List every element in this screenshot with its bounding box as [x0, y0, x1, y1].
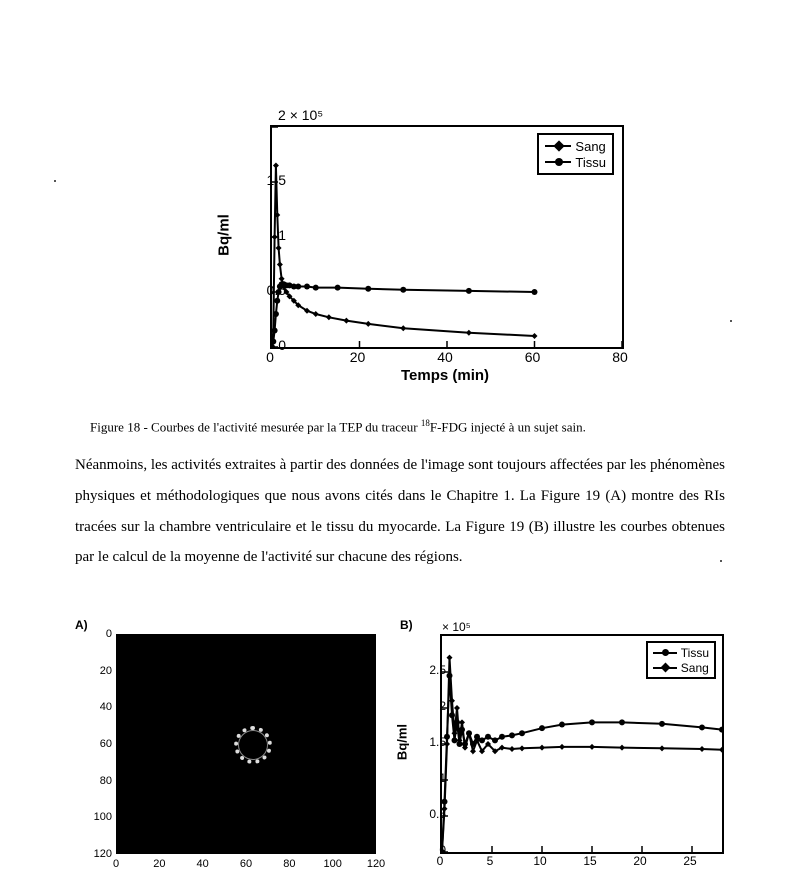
panel-a-label: A): [75, 618, 88, 632]
panelA-xtick: 100: [323, 858, 341, 870]
chart1-ylabel: Bq/ml: [216, 214, 233, 256]
caption1-prefix: Figure 18 - Courbes de l'activité mesuré…: [90, 419, 421, 434]
panelA-xtick: 20: [153, 858, 165, 870]
chart2-ytick: 2.5: [429, 663, 446, 677]
chart1-xtick: 0: [266, 349, 274, 365]
legend-marker-dot: [545, 161, 571, 163]
panel-a-image: [116, 634, 376, 854]
caption1-suffix: F-FDG injecté à un sujet sain.: [430, 419, 586, 434]
chart1-xtick: 80: [612, 349, 628, 365]
chart2-ylabel: Bq/ml: [395, 724, 410, 760]
panelA-ytick: 0: [106, 628, 112, 640]
chart1-legend: Sang Tissu: [537, 133, 614, 175]
chart2-plot-area: Tissu Sang: [440, 634, 724, 854]
chart2-xtick: 20: [633, 854, 646, 868]
chart2-ytick: 0.5: [429, 807, 446, 821]
chart1-xtick: 20: [350, 349, 366, 365]
legend-row-tissu: Tissu: [545, 154, 606, 170]
panelA-xtick: 80: [283, 858, 295, 870]
panelA-ytick: 60: [100, 738, 112, 750]
panelA-ytick: 120: [94, 848, 112, 860]
legend-label-sang-b: Sang: [681, 661, 709, 675]
panelA-ytick: 40: [100, 701, 112, 713]
speck: [730, 320, 732, 322]
panelA-xtick: 120: [367, 858, 385, 870]
myocardium-roi-ring: [234, 726, 272, 764]
legend-label-tissu: Tissu: [575, 155, 606, 170]
chart1-plot-area: Sang Tissu: [270, 125, 624, 349]
figure-18-caption: Figure 18 - Courbes de l'activité mesuré…: [90, 418, 710, 435]
legend-row-sang-b: Sang: [653, 660, 709, 675]
chart2-xtick: 0: [437, 854, 444, 868]
chart1-xlabel: Temps (min): [270, 367, 620, 384]
legend-label-tissu-b: Tissu: [681, 646, 709, 660]
panelA-xtick: 0: [113, 858, 119, 870]
panelA-xtick: 40: [197, 858, 209, 870]
chart1-xtick: 40: [437, 349, 453, 365]
panelA-ytick: 100: [94, 811, 112, 823]
chart1-ytick: 0.5: [267, 282, 286, 298]
legend-marker-diamond: [545, 145, 571, 147]
legend-row-sang: Sang: [545, 138, 606, 154]
legend-label-sang: Sang: [575, 139, 605, 154]
chart1-multiplier-text: × 10⁵: [290, 107, 323, 123]
chart1-multiplier: 2 × 10⁵: [278, 107, 323, 123]
legend-row-tissu-b: Tissu: [653, 645, 709, 660]
speck: [54, 180, 56, 182]
chart1-xtick: 60: [525, 349, 541, 365]
chart2-ytick: 2: [439, 699, 446, 713]
figure-18-chart: 2 × 10⁵ Sang Tissu 00.511.5020406080 Tem…: [220, 115, 640, 385]
chart2-ytick: 1: [439, 771, 446, 785]
chart2-xtick: 10: [533, 854, 546, 868]
chart2-xtick: 5: [487, 854, 494, 868]
page: 2 × 10⁵ Sang Tissu 00.511.5020406080 Tem…: [0, 0, 792, 894]
caption1-isotope: 18: [421, 418, 430, 428]
speck: [720, 560, 722, 562]
chart1-ytick: 0: [278, 337, 286, 353]
panelA-ytick: 20: [100, 665, 112, 677]
chart1-ytick: 1.5: [267, 172, 286, 188]
chart1-ymax-tick: 2: [278, 107, 286, 123]
panelA-ytick: 80: [100, 775, 112, 787]
figure-19b-chart: × 10⁵ Tissu Sang 00.511.522.50510152025 …: [400, 624, 730, 872]
legend-marker-diamond-b: [653, 667, 677, 669]
legend-marker-dot-b: [653, 652, 677, 654]
panelA-xtick: 60: [240, 858, 252, 870]
chart2-legend: Tissu Sang: [646, 641, 716, 679]
chart1-ytick: 1: [278, 227, 286, 243]
chart2-multiplier: × 10⁵: [442, 620, 471, 634]
chart2-xtick: 25: [683, 854, 696, 868]
chart2-ytick: 1.5: [429, 735, 446, 749]
panel-a: 020406080100120020406080100120: [98, 628, 388, 863]
body-paragraph: Néanmoins, les activités extraites à par…: [75, 450, 725, 573]
chart2-xtick: 15: [583, 854, 596, 868]
